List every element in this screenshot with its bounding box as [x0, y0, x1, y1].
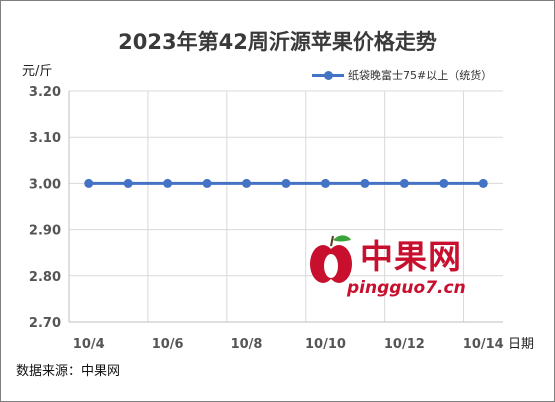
watermark-brand-cn: 中果网: [360, 237, 462, 276]
data-point: [123, 178, 133, 188]
x-tick-label: 10/6: [152, 337, 184, 352]
y-tick-label: 3.00: [29, 177, 61, 192]
data-point: [478, 178, 488, 188]
x-tick-label: 10/8: [231, 337, 263, 352]
data-point: [202, 178, 212, 188]
y-tick-label: 3.10: [29, 131, 61, 146]
y-tick-label: 2.90: [29, 224, 61, 239]
source-note: 数据来源：中果网: [16, 364, 121, 379]
x-tick-label: 10/10: [305, 337, 346, 352]
data-point: [242, 178, 252, 188]
x-tick-label: 10/14: [463, 337, 504, 352]
legend-line-marker-icon: [312, 68, 344, 82]
chart-title: 2023年第42周沂源苹果价格走势: [118, 30, 437, 54]
data-point: [399, 178, 409, 188]
data-point: [84, 178, 94, 188]
x-tick-label: 10/12: [384, 337, 425, 352]
x-tick-label: 10/4: [73, 337, 105, 352]
data-point: [320, 178, 330, 188]
data-point: [281, 178, 291, 188]
series-layer: [84, 178, 488, 188]
axis-layer: 3.20 3.10 3.00 2.90 2.80 2.70 10/4 10/6 10/8 10/1…: [29, 85, 504, 352]
data-point: [163, 178, 173, 188]
data-point: [439, 178, 449, 188]
data-point: [360, 178, 370, 188]
watermark-brand-en: pingguo7.cn: [346, 278, 466, 298]
y-tick-label: 2.80: [29, 270, 61, 285]
y-tick-label: 2.70: [29, 316, 61, 331]
legend: 纸袋晚富士75#以上（统货）: [312, 66, 492, 84]
legend-label: 纸袋晚富士75#以上（统货）: [348, 69, 493, 82]
apple-logo-icon: [310, 235, 352, 283]
y-tick-label: 3.20: [29, 85, 61, 100]
x-axis-label: 日期: [508, 337, 534, 352]
y-axis-unit: 元/斤: [22, 64, 53, 79]
watermark: 中果网 pingguo7.cn: [310, 235, 466, 298]
